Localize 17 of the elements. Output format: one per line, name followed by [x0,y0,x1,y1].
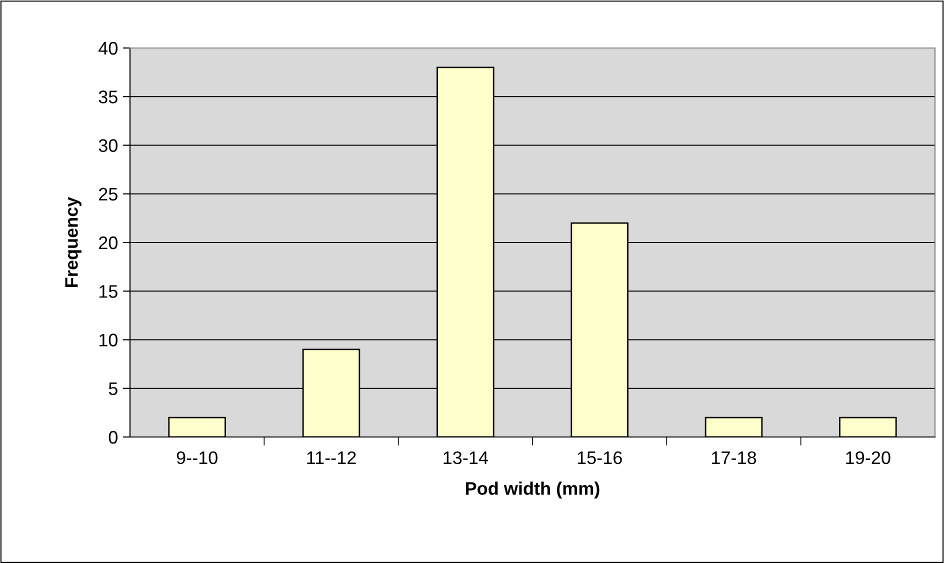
y-tick-label: 5 [108,382,118,396]
y-axis-title: Frequency [65,196,82,287]
x-tick-label: 13-14 [444,451,488,464]
y-tick-label: 30 [98,139,118,152]
y-tick-label: 20 [99,236,118,250]
y-tick-label: 0 [108,430,118,444]
x-tick-label: 19-20 [846,451,890,464]
y-tick-label: 35 [98,90,118,104]
y-tick-label: 10 [99,334,118,346]
x-tick-label: 9--10 [176,451,218,464]
x-tick-label: 17-18 [712,451,756,464]
y-tick-label: 40 [98,42,118,55]
x-tick-label: 15-16 [578,451,622,464]
y-tick-label: 25 [99,188,118,201]
x-tick-label: 11--12 [307,451,356,464]
x-axis-title: Pod width (mm) [466,482,600,498]
y-tick-label: 15 [99,285,118,298]
